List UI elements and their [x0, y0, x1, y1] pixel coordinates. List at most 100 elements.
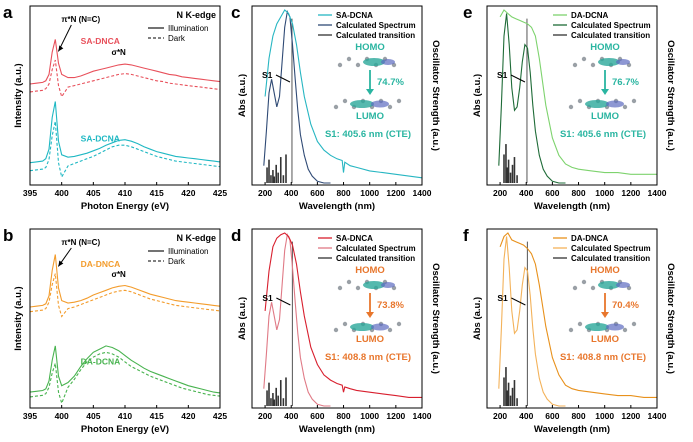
x-tick-label: 200 — [258, 411, 272, 421]
lumo-label: LUMO — [591, 111, 619, 122]
y-axis-label: Abs (a.u.) — [237, 74, 248, 117]
panel-a: SA-DNCA SA-DCNA 395 400 405 410 415 420 425 Photo… — [3, 3, 227, 212]
atom — [581, 56, 587, 62]
calculated-spectrum-line — [498, 236, 566, 407]
panel-f: 200 400 600 800 1000 1200 1400 Wavelength (nm) A… — [463, 226, 676, 435]
x-axis-label: Wavelength (nm) — [534, 201, 610, 212]
plot-frame — [251, 228, 423, 409]
atom — [333, 104, 339, 110]
transition-label: S1 — [497, 70, 508, 80]
x-tick-label: 600 — [310, 411, 324, 421]
y2-axis-label: Oscillator Strength (a.u.) — [430, 40, 441, 151]
x-tick-label: 200 — [258, 188, 272, 198]
homo-orbital-image — [572, 56, 632, 68]
atom — [342, 321, 348, 327]
legend-label: Dark — [168, 257, 186, 266]
orbital-lobe — [363, 58, 385, 66]
x-tick-label: 400 — [284, 411, 298, 421]
cte-label: S1: 405.6 nm (CTE) — [560, 129, 646, 140]
experimental-spectrum-line — [264, 9, 423, 179]
legend-label: Calculated transition — [571, 254, 650, 263]
x-tick-label: 405 — [86, 188, 100, 198]
legend-label: Calculated transition — [336, 254, 415, 263]
panel-letter: f — [463, 226, 469, 245]
x-tick-label: 1400 — [648, 188, 667, 198]
plot-frame — [486, 228, 658, 409]
x-tick-label: 800 — [336, 188, 350, 198]
x-tick-label: 1200 — [386, 188, 405, 198]
homo-label: HOMO — [355, 42, 385, 53]
orbital-lobe — [606, 100, 624, 108]
y-axis-label: Abs (a.u.) — [237, 297, 248, 340]
calculated-spectrum-line — [498, 13, 566, 184]
x-tick-label: 415 — [150, 411, 164, 421]
lumo-orbital-image — [568, 98, 637, 110]
homo-orbital-image — [337, 56, 397, 68]
series-line-sa-dnca-dark — [29, 59, 221, 99]
x-axis-label: Wavelength (nm) — [299, 201, 375, 212]
x-tick-label: 400 — [284, 188, 298, 198]
annotation-pi-star: π*N (N=C) — [61, 15, 100, 24]
x-tick-label: 1200 — [621, 411, 640, 421]
atom — [396, 321, 402, 327]
arrow-head — [366, 312, 374, 318]
panel-letter: e — [463, 3, 472, 22]
x-tick-label: 395 — [23, 188, 37, 198]
atom — [631, 98, 637, 104]
x-tick-label: 200 — [493, 188, 507, 198]
x-tick-label: 410 — [118, 411, 132, 421]
series-line-da-dcna-dark — [29, 351, 221, 405]
x-axis-label: Wavelength (nm) — [534, 424, 610, 435]
x-tick-label: 1400 — [413, 188, 432, 198]
atom — [590, 285, 596, 291]
orbital-lobe — [585, 100, 609, 108]
atom — [572, 285, 578, 291]
orbital-lobe — [371, 323, 389, 331]
series-line-da-dnca-illumination — [29, 254, 221, 308]
x-tick-label: 400 — [519, 188, 533, 198]
x-tick-label: 400 — [519, 411, 533, 421]
x-tick-label: 1200 — [386, 411, 405, 421]
x-tick-label: 1200 — [621, 188, 640, 198]
orbital-lobe — [606, 323, 624, 331]
atom — [568, 104, 574, 110]
series-label: DA-DNCA — [81, 259, 121, 269]
x-tick-label: 800 — [571, 411, 585, 421]
homo-orbital-image — [572, 279, 632, 291]
x-tick-label: 425 — [213, 188, 227, 198]
arrow-head — [58, 45, 64, 52]
transition-percentage: 73.8% — [377, 300, 404, 311]
legend-label: Calculated Spectrum — [336, 21, 416, 30]
x-tick-label: 1400 — [413, 411, 432, 421]
panel-d: 200 400 600 800 1000 1200 1400 Wavelength (nm) A… — [231, 226, 441, 435]
transition-percentage: 74.7% — [377, 77, 404, 88]
atom — [346, 56, 352, 62]
orbital-lobe — [616, 282, 630, 288]
arrow-head — [601, 89, 609, 95]
plot-frame — [486, 5, 658, 186]
legend-label: DA-DNCA — [571, 234, 609, 243]
experimental-spectrum-line — [499, 232, 657, 398]
atom — [355, 62, 361, 68]
atom — [577, 321, 583, 327]
homo-label: HOMO — [590, 265, 620, 276]
arrow-head — [601, 312, 609, 318]
transition-percentage: 76.7% — [612, 77, 639, 88]
series-label: SA-DCNA — [81, 133, 120, 143]
legend-label: Calculated Spectrum — [571, 244, 651, 253]
orbital-lobe — [350, 100, 374, 108]
atom — [622, 104, 628, 110]
lumo-label: LUMO — [356, 111, 384, 122]
atom — [631, 321, 637, 327]
cte-label: S1: 405.6 nm (CTE) — [325, 129, 411, 140]
series-line-sa-dcna-dark — [29, 121, 221, 179]
homo-label: HOMO — [590, 42, 620, 53]
x-axis-label: Wavelength (nm) — [299, 424, 375, 435]
y2-axis-label: Oscillator Strength (a.u.) — [665, 263, 676, 374]
x-tick-label: 415 — [150, 188, 164, 198]
annotation-sigma-star: σ*N — [111, 48, 126, 57]
chart-title: N K-edge — [176, 10, 216, 20]
transition-label: S1 — [262, 293, 273, 303]
atom — [581, 279, 587, 285]
